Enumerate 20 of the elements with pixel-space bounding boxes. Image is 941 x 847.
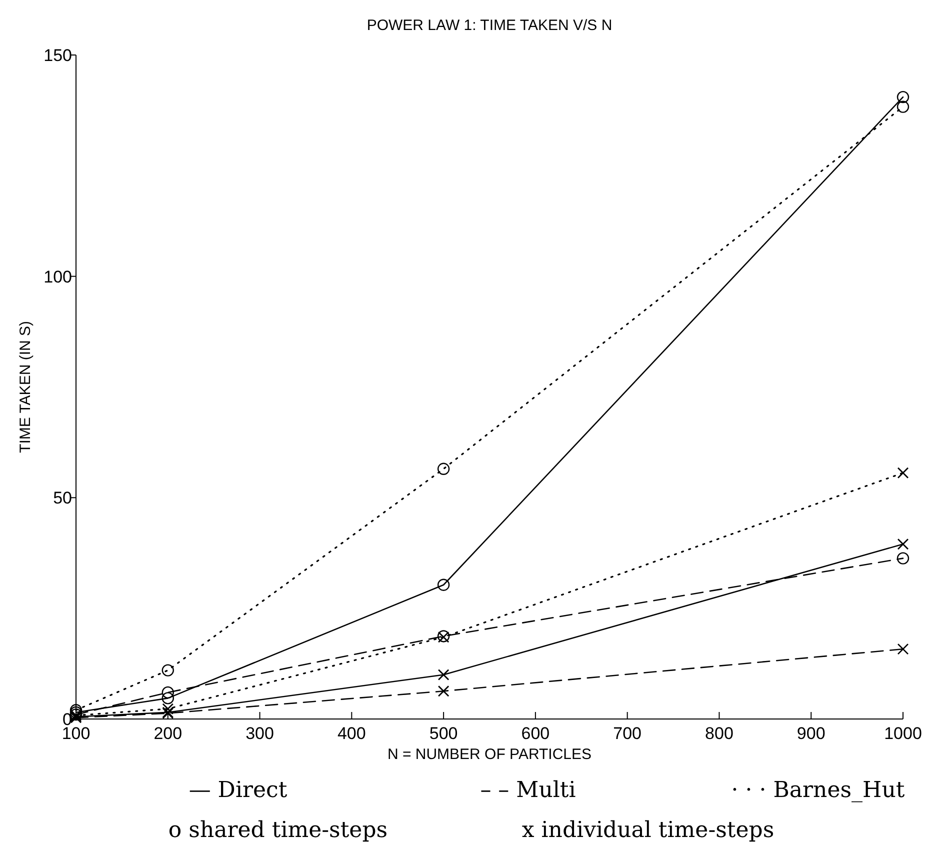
text: x individual time-steps [522,818,774,843]
y-tick-label: 150 [44,46,72,65]
x-tick-label: 300 [246,724,274,743]
x-tick-label: 800 [705,724,734,743]
x-tick-label: 400 [337,724,366,743]
x-tick-label: 1000 [884,724,922,743]
y-tick-label: 100 [44,267,72,286]
x-tick-label: 700 [613,724,642,743]
y-tick-label: 50 [53,488,72,508]
x-tick-label: 600 [521,724,550,743]
x-axis-title: N = NUMBER OF PARTICLES [387,746,592,763]
x-tick-label: 500 [429,724,458,743]
chart-title: POWER LAW 1: TIME TAKEN V/S N [366,17,612,34]
x-tick-label: 200 [154,724,182,743]
text: · · · Barnes_Hut [731,778,905,803]
text: — Direct [188,778,288,803]
text: – – Multi [480,778,576,803]
y-axis-title: TIME TAKEN (IN S) [17,321,34,453]
text: o shared time-steps [168,818,388,843]
x-tick-label: 900 [796,724,826,743]
